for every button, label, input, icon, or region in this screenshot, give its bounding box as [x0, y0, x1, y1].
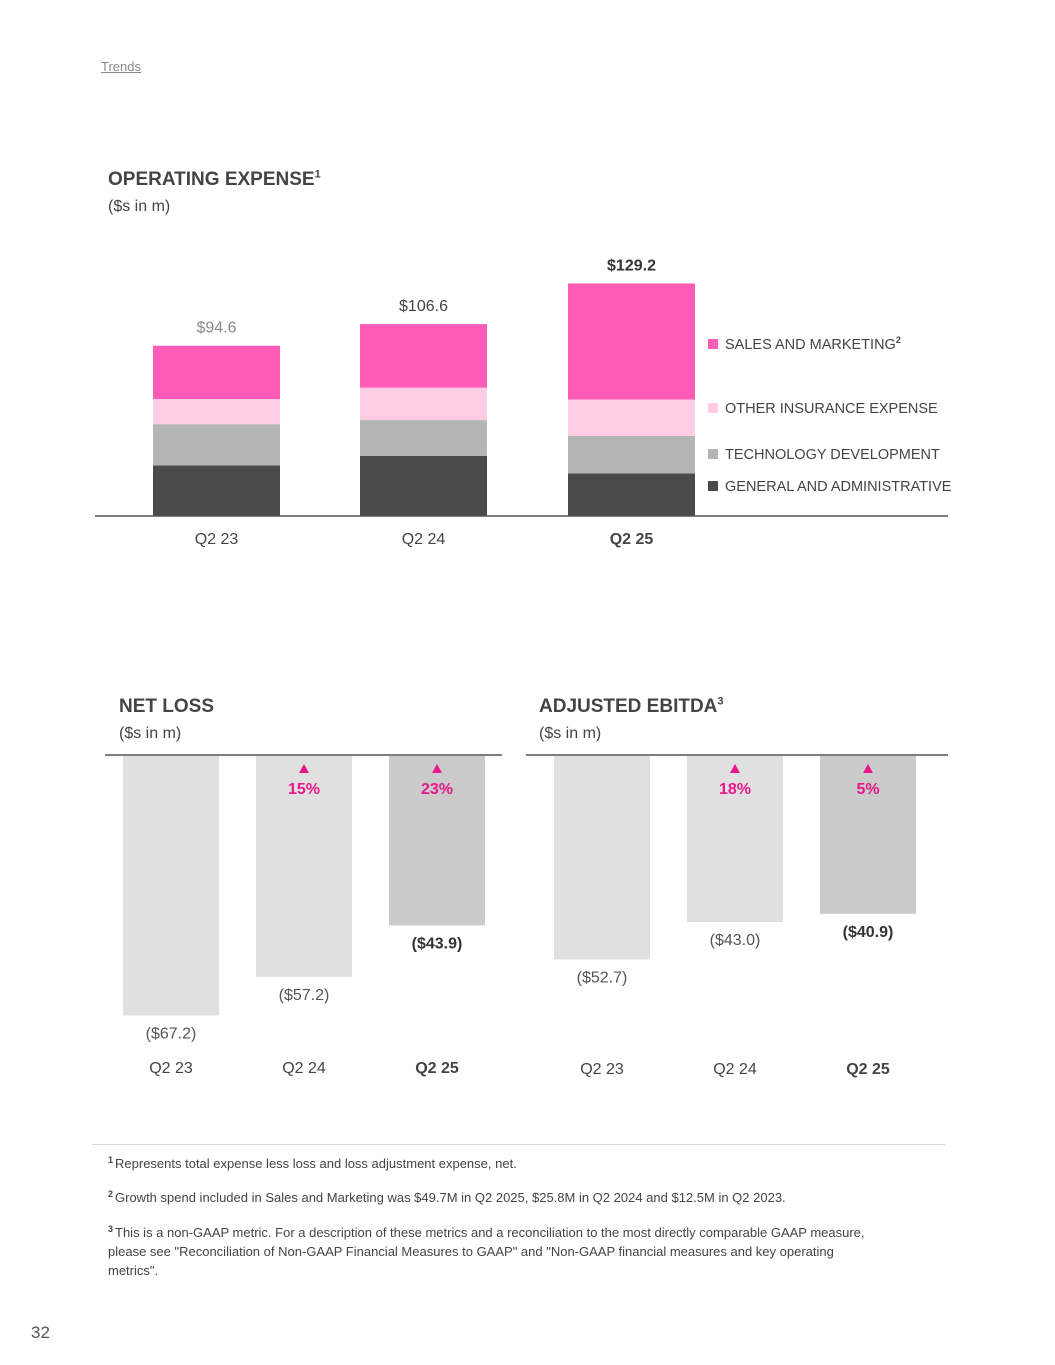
up-triangle-icon	[299, 764, 309, 773]
opex-chart-subtitle: ($s in m)	[108, 198, 171, 215]
up-triangle-icon	[432, 764, 442, 773]
opex-category-label: Q2 23	[195, 531, 239, 548]
ebitda-category-label: Q2 24	[713, 1061, 757, 1078]
ebitda-category-label: Q2 25	[846, 1061, 890, 1078]
opex-stacked-bar-chart: $94.6 Q2 23 $106.6 Q2 24 $129.2 Q2 25 SALES AN…	[95, 257, 952, 548]
net-loss-chart-subtitle: ($s in m)	[119, 725, 182, 742]
net-loss-category-label: Q2 25	[415, 1060, 459, 1077]
opex-bar-technology-development	[153, 424, 280, 466]
net-loss-bar-chart: ($67.2) Q2 23 ($57.2) 15% Q2 24 ($43.9) 23% Q2 …	[105, 754, 502, 1077]
opex-bar-general-admin	[568, 473, 695, 516]
footnote-2: 2 Growth spend included in Sales and Mark…	[108, 1188, 786, 1205]
opex-bar-general-admin	[153, 465, 280, 516]
legend-swatch-other-insurance	[708, 403, 718, 413]
opex-total-label: $94.6	[196, 320, 236, 337]
up-triangle-icon	[730, 764, 740, 773]
opex-bar-other-insurance	[360, 387, 487, 421]
legend-label-general-admin: GENERAL AND ADMINISTRATIVE	[725, 479, 952, 495]
opex-bar-other-insurance	[153, 399, 280, 425]
footnote-1: 1 Represents total expense less loss and …	[108, 1154, 517, 1171]
opex-bar-sales-marketing	[153, 345, 280, 399]
footnote-divider	[92, 1144, 945, 1145]
adjusted-ebitda-bar-chart: ($52.7) Q2 23 ($43.0) 18% Q2 24 ($40.9) 5% Q2 2…	[526, 754, 948, 1078]
net-loss-improvement-label: 15%	[288, 781, 320, 798]
legend-swatch-sales-marketing	[708, 339, 718, 349]
net-loss-value-label: ($67.2)	[146, 1025, 197, 1042]
opex-total-label: $106.6	[399, 298, 448, 315]
ebitda-bar	[554, 756, 650, 960]
page-number: 32	[31, 1323, 50, 1342]
opex-bar-sales-marketing	[568, 283, 695, 400]
opex-category-label: Q2 24	[402, 531, 446, 548]
up-triangle-icon	[863, 764, 873, 773]
net-loss-bar	[256, 756, 352, 977]
opex-bar-technology-development	[360, 420, 487, 456]
ebitda-value-label: ($52.7)	[577, 969, 628, 986]
opex-category-label: Q2 25	[610, 531, 654, 548]
footnote-3: 3 This is a non-GAAP metric. For a descri…	[108, 1223, 865, 1278]
legend-label-sales-marketing: SALES AND MARKETING2	[725, 335, 901, 353]
legend-swatch-general-admin	[708, 481, 718, 491]
ebitda-improvement-label: 18%	[719, 781, 751, 798]
legend-swatch-technology-development	[708, 449, 718, 459]
breadcrumb-trends-link[interactable]: Trends	[101, 59, 141, 74]
legend-label-other-insurance: OTHER INSURANCE EXPENSE	[725, 401, 938, 417]
net-loss-category-label: Q2 23	[149, 1060, 193, 1077]
legend-label-technology-development: TECHNOLOGY DEVELOPMENT	[725, 447, 940, 463]
ebitda-bar	[687, 756, 783, 922]
ebitda-bar	[820, 756, 916, 914]
opex-bar-sales-marketing	[360, 324, 487, 388]
net-loss-chart-title: NET LOSS	[119, 696, 215, 717]
ebitda-chart-title: ADJUSTED EBITDA3	[539, 695, 724, 717]
net-loss-value-label: ($43.9)	[412, 935, 463, 952]
opex-bar-technology-development	[568, 435, 695, 474]
net-loss-improvement-label: 23%	[421, 781, 453, 798]
net-loss-category-label: Q2 24	[282, 1060, 326, 1077]
ebitda-category-label: Q2 23	[580, 1061, 624, 1078]
ebitda-value-label: ($43.0)	[710, 932, 761, 949]
opex-bar-general-admin	[360, 455, 487, 516]
opex-total-label: $129.2	[607, 257, 656, 274]
opex-bar-other-insurance	[568, 399, 695, 436]
ebitda-improvement-label: 5%	[856, 781, 879, 798]
ebitda-chart-subtitle: ($s in m)	[539, 725, 602, 742]
ebitda-value-label: ($40.9)	[843, 924, 894, 941]
net-loss-value-label: ($57.2)	[279, 987, 330, 1004]
net-loss-bar	[123, 756, 219, 1016]
net-loss-bar	[389, 756, 485, 926]
opex-chart-title: OPERATING EXPENSE1	[108, 168, 321, 190]
